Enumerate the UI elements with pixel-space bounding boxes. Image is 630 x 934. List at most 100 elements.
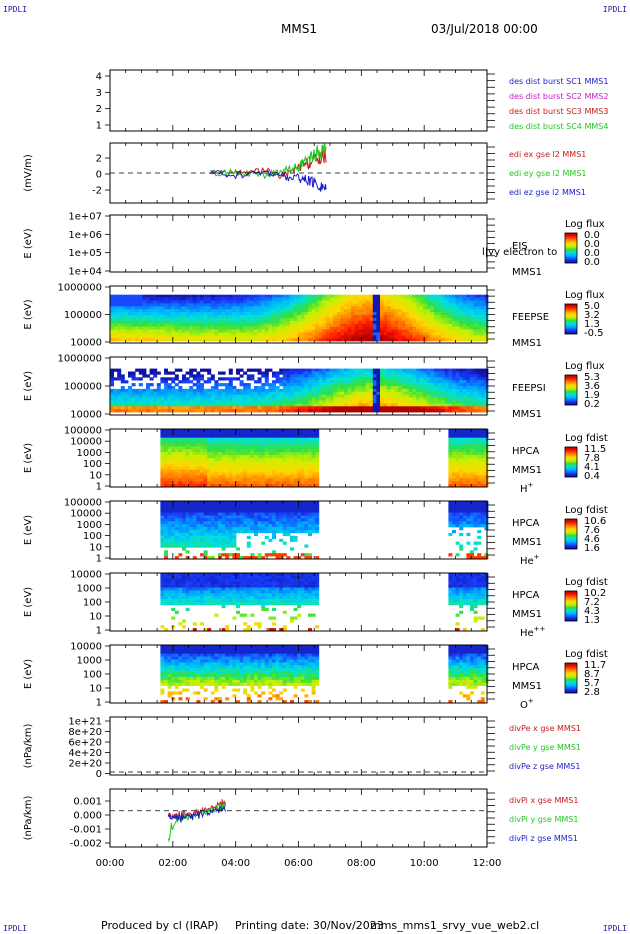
heatmap-cell xyxy=(128,323,132,327)
heatmap-cell xyxy=(308,469,312,473)
heatmap-cell xyxy=(311,377,316,381)
heatmap-cell xyxy=(243,391,248,395)
heatmap-cell xyxy=(282,397,287,401)
heatmap-cell xyxy=(243,309,248,313)
heatmap-cell xyxy=(218,383,222,387)
heatmap-cell xyxy=(246,460,251,465)
heatmap-cell xyxy=(484,469,489,473)
heatmap-cell xyxy=(470,297,474,301)
heatmap-cell xyxy=(347,315,352,319)
heatmap-cell xyxy=(466,431,471,436)
heatmap-cell xyxy=(387,306,392,310)
heatmap-cell xyxy=(164,440,168,444)
heatmap-cell xyxy=(178,460,183,465)
heatmap-cell xyxy=(182,326,186,330)
heatmap-cell xyxy=(376,403,381,407)
heatmap-cell xyxy=(182,323,186,327)
heatmap-cell xyxy=(279,481,284,485)
heatmap-cell xyxy=(182,312,186,316)
y-tick-label: -2 xyxy=(92,186,102,197)
heatmap-cell xyxy=(358,303,363,307)
heatmap-cell xyxy=(178,297,183,301)
heatmap-cell xyxy=(189,460,194,465)
heatmap-cell xyxy=(218,400,222,404)
heatmap-cell xyxy=(236,466,240,470)
heatmap-cell xyxy=(239,323,244,327)
heatmap-cell xyxy=(167,460,172,465)
heatmap-cell xyxy=(203,475,208,479)
heatmap-cell xyxy=(376,300,381,304)
colorbar-cell xyxy=(565,318,577,320)
heatmap-cell xyxy=(390,394,395,398)
heatmap-cell xyxy=(423,335,428,339)
heatmap-cell xyxy=(246,394,251,398)
heatmap-cell xyxy=(279,380,284,384)
heatmap-cell xyxy=(203,440,208,444)
heatmap-cell xyxy=(171,541,176,545)
heatmap-cell xyxy=(315,458,320,462)
heatmap-cell xyxy=(308,309,312,313)
heatmap-cell xyxy=(218,478,222,482)
heatmap-cell xyxy=(308,460,312,465)
heatmap-cell xyxy=(160,449,165,453)
heatmap-cell xyxy=(477,431,482,436)
heatmap-cell xyxy=(282,309,287,313)
heatmap-cell xyxy=(416,312,420,316)
heatmap-cell xyxy=(311,320,316,324)
heatmap-cell xyxy=(128,400,132,404)
heatmap-cell xyxy=(254,300,258,304)
heatmap-cell xyxy=(408,329,413,333)
heatmap-cell xyxy=(430,323,435,327)
heatmap-cell xyxy=(149,309,154,313)
heatmap-cell xyxy=(200,501,204,505)
heatmap-cell xyxy=(394,332,399,336)
heatmap-cell xyxy=(300,386,305,390)
heatmap-cell xyxy=(430,306,435,310)
heatmap-cell xyxy=(279,377,284,381)
instrument-label: FEEPSE xyxy=(512,312,549,323)
heatmap-cell xyxy=(412,332,417,336)
heatmap-cell xyxy=(304,388,309,393)
heatmap-cell xyxy=(383,388,388,393)
heatmap-cell xyxy=(477,460,482,465)
heatmap-cell xyxy=(419,306,424,310)
heatmap-cell xyxy=(344,317,348,322)
heatmap-cell xyxy=(297,400,302,404)
heatmap-cell xyxy=(477,374,482,378)
heatmap-cell xyxy=(214,443,219,447)
heatmap-cell xyxy=(200,478,204,482)
heatmap-cell xyxy=(470,391,474,395)
colorbar-cell xyxy=(565,233,577,235)
heatmap-cell xyxy=(286,383,291,387)
heatmap-cell xyxy=(437,371,442,375)
heatmap-cell xyxy=(455,475,460,479)
heatmap-cell xyxy=(340,368,345,372)
heatmap-cell xyxy=(239,429,244,433)
heatmap-cell xyxy=(203,501,208,505)
heatmap-cell xyxy=(178,475,183,479)
heatmap-cell xyxy=(120,297,125,301)
heatmap-cell xyxy=(221,326,226,330)
heatmap-cell xyxy=(354,386,359,390)
heatmap-cell xyxy=(174,397,179,401)
heatmap-cell xyxy=(167,386,172,390)
heatmap-cell xyxy=(311,294,316,298)
heatmap-cell xyxy=(434,317,438,322)
heatmap-cell xyxy=(185,544,190,548)
heatmap-cell xyxy=(156,383,161,387)
heatmap-cell xyxy=(344,320,348,324)
heatmap-cell xyxy=(466,317,471,322)
heatmap-cell xyxy=(344,315,348,319)
heatmap-cell xyxy=(444,326,449,330)
heatmap-cell xyxy=(470,472,474,476)
heatmap-cell xyxy=(437,383,442,387)
heatmap-cell xyxy=(462,481,467,485)
heatmap-cell xyxy=(401,332,406,336)
heatmap-cell xyxy=(246,481,251,485)
heatmap-cell xyxy=(164,391,168,395)
heatmap-cell xyxy=(351,388,356,393)
heatmap-cell xyxy=(120,294,125,298)
heatmap-cell xyxy=(473,371,478,375)
heatmap-cell xyxy=(131,335,136,339)
heatmap-cell xyxy=(437,386,442,390)
